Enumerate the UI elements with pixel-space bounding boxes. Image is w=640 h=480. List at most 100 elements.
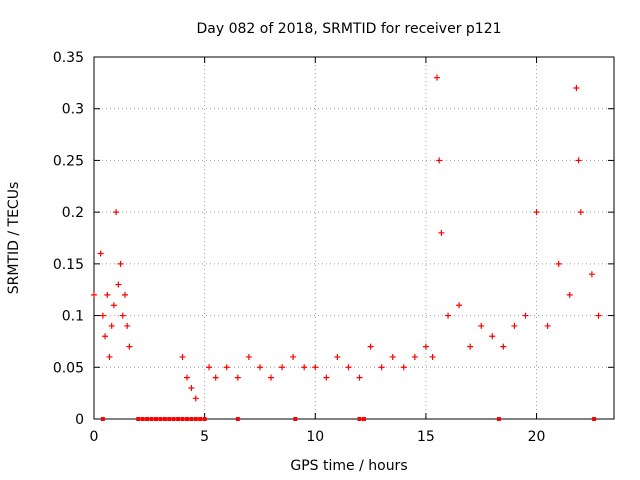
gap-marker (149, 417, 154, 421)
data-point (192, 395, 199, 402)
data-point (117, 260, 124, 267)
data-point (183, 374, 190, 381)
data-point (400, 364, 407, 371)
data-point (389, 353, 396, 360)
data-point (367, 343, 374, 350)
data-point (429, 353, 436, 360)
data-point (234, 374, 241, 381)
gap-marker (171, 417, 176, 421)
data-point (555, 260, 562, 267)
data-point (456, 302, 463, 309)
y-tick-label: 0.05 (53, 360, 84, 376)
gap-marker (136, 417, 141, 421)
data-point (126, 343, 133, 350)
gap-marker (180, 417, 185, 421)
data-point (334, 353, 341, 360)
y-tick-label: 0 (75, 412, 84, 428)
data-point (345, 364, 352, 371)
data-point (438, 229, 445, 236)
x-tick-label: 5 (200, 429, 209, 445)
x-tick-label: 15 (417, 429, 435, 445)
gap-marker (162, 417, 167, 421)
grid (94, 57, 614, 419)
y-tick-label: 0.25 (53, 153, 84, 169)
gap-markers (100, 417, 597, 421)
data-point (411, 353, 418, 360)
plot-frame (93, 56, 615, 420)
data-point (323, 374, 330, 381)
gap-marker (361, 417, 366, 421)
data-point (121, 291, 128, 298)
gap-marker (153, 417, 158, 421)
y-tick-label: 0.35 (53, 50, 84, 66)
data-point (500, 343, 507, 350)
data-point (124, 322, 131, 329)
data-point (256, 364, 263, 371)
data-point (212, 374, 219, 381)
data-point (433, 74, 440, 81)
x-tick-label: 10 (306, 429, 324, 445)
y-tick-labels: 0 0.05 0.1 0.15 0.2 0.25 0.3 0.35 (53, 50, 84, 428)
x-axis-label: GPS time / hours (290, 458, 407, 474)
data-point (566, 291, 573, 298)
data-point (113, 209, 120, 216)
data-point (511, 322, 518, 329)
data-point (104, 291, 111, 298)
data-point (478, 322, 485, 329)
data-point (206, 364, 213, 371)
data-point (544, 322, 551, 329)
data-point (91, 291, 97, 298)
gap-marker (189, 417, 194, 421)
gap-marker (496, 417, 501, 421)
data-point (179, 353, 186, 360)
data-point (99, 312, 106, 319)
x-tick-labels: 0 5 10 15 20 (90, 429, 546, 445)
data-point (223, 364, 230, 371)
gap-marker (198, 417, 203, 421)
data-point (115, 281, 122, 288)
gap-marker (235, 417, 240, 421)
gap-marker (158, 417, 163, 421)
gap-marker (100, 417, 105, 421)
x-tick-label: 20 (528, 429, 546, 445)
chart-title: Day 082 of 2018, SRMTID for receiver p12… (196, 21, 501, 37)
gap-marker (184, 417, 189, 421)
data-point (290, 353, 297, 360)
data-point (301, 364, 308, 371)
gap-marker (167, 417, 172, 421)
gap-marker (193, 417, 198, 421)
y-tick-label: 0.15 (53, 257, 84, 273)
gap-marker (202, 417, 207, 421)
y-tick-label: 0.3 (62, 102, 84, 118)
y-axis-label: SRMTID / TECUs (6, 182, 22, 295)
x-tick-label: 0 (90, 429, 99, 445)
gap-marker (592, 417, 597, 421)
data-point (489, 333, 496, 340)
data-points (91, 74, 602, 402)
gap-marker (357, 417, 362, 421)
y-tick-label: 0.1 (62, 309, 84, 325)
data-point (533, 209, 540, 216)
data-point (119, 312, 126, 319)
gap-marker (293, 417, 298, 421)
data-point (595, 312, 602, 319)
data-point (588, 271, 595, 278)
data-point (110, 302, 117, 309)
data-point (102, 333, 109, 340)
data-point (356, 374, 363, 381)
data-point (312, 364, 319, 371)
data-point (97, 250, 104, 257)
data-point (106, 353, 113, 360)
gap-marker (176, 417, 181, 421)
data-point (378, 364, 385, 371)
data-point (575, 157, 582, 164)
data-point (467, 343, 474, 350)
data-point (245, 353, 252, 360)
data-point (522, 312, 529, 319)
y-tick-label: 0.2 (62, 205, 84, 221)
data-point (436, 157, 443, 164)
data-point (422, 343, 429, 350)
data-point (445, 312, 452, 319)
gap-marker (140, 417, 145, 421)
